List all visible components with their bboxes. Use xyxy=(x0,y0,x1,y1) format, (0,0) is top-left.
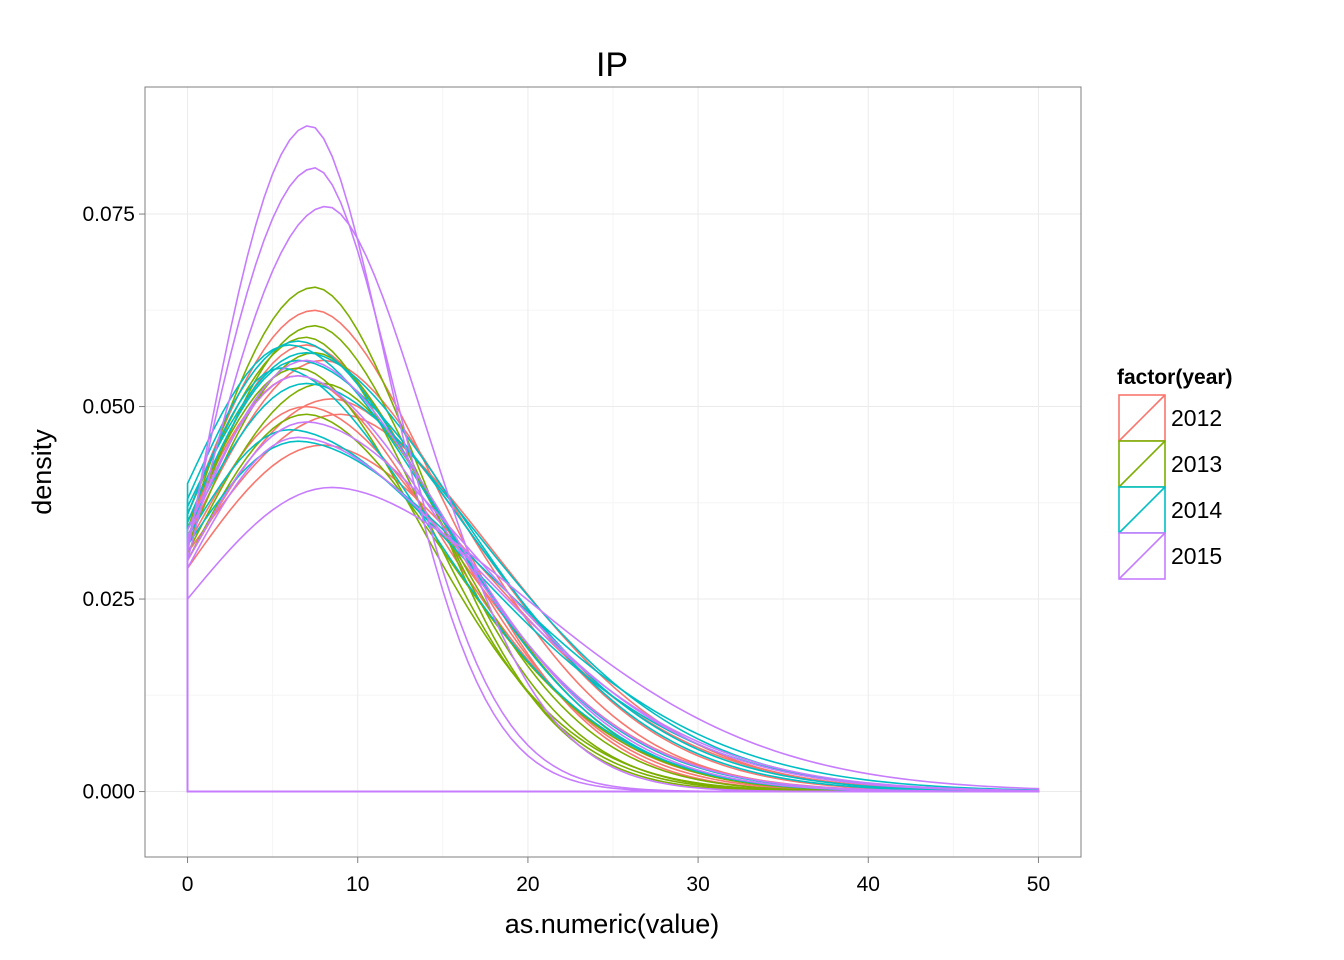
x-tick-label: 0 xyxy=(182,873,194,896)
y-axis-title: density xyxy=(27,429,57,515)
y-tick-label: 0.000 xyxy=(82,781,135,804)
x-tick-label: 10 xyxy=(346,873,369,896)
x-tick-label: 20 xyxy=(516,873,539,896)
legend: factor(year) 2012 2013 2014 2015 xyxy=(1117,366,1233,580)
y-axis: 0.000 0.025 0.050 0.075 xyxy=(82,203,145,804)
density-curve-2015 xyxy=(186,374,1040,793)
legend-item-2013: 2013 xyxy=(1118,440,1222,488)
x-axis-title: as.numeric(value) xyxy=(505,909,720,939)
x-axis: 0 10 20 30 40 50 xyxy=(182,857,1050,896)
x-tick-label: 40 xyxy=(857,873,880,896)
legend-label: 2014 xyxy=(1171,497,1222,523)
y-tick-label: 0.075 xyxy=(82,203,135,226)
legend-key-line xyxy=(1118,394,1166,442)
chart-title: IP xyxy=(596,46,628,84)
density-curve-2015 xyxy=(186,436,1040,793)
legend-key-line xyxy=(1118,532,1166,580)
legend-label: 2015 xyxy=(1171,543,1222,569)
legend-item-2012: 2012 xyxy=(1118,394,1222,442)
y-tick-label: 0.025 xyxy=(82,588,135,611)
y-tick-label: 0.050 xyxy=(82,396,135,419)
legend-label: 2012 xyxy=(1171,405,1222,431)
legend-key-line xyxy=(1118,440,1166,488)
density-curve-2014 xyxy=(186,351,1040,793)
legend-item-2014: 2014 xyxy=(1118,486,1222,534)
legend-key-line xyxy=(1118,486,1166,534)
density-curve-2015 xyxy=(186,486,1040,793)
density-curves xyxy=(186,125,1040,793)
legend-item-2015: 2015 xyxy=(1118,532,1222,580)
legend-label: 2013 xyxy=(1171,451,1222,477)
x-tick-label: 50 xyxy=(1027,873,1050,896)
density-curve-2014 xyxy=(186,440,1040,793)
legend-title: factor(year) xyxy=(1117,366,1233,389)
x-tick-label: 30 xyxy=(686,873,709,896)
plot-panel-border xyxy=(144,86,1082,858)
legend-keys: 2012 2013 2014 2015 xyxy=(1118,394,1222,580)
